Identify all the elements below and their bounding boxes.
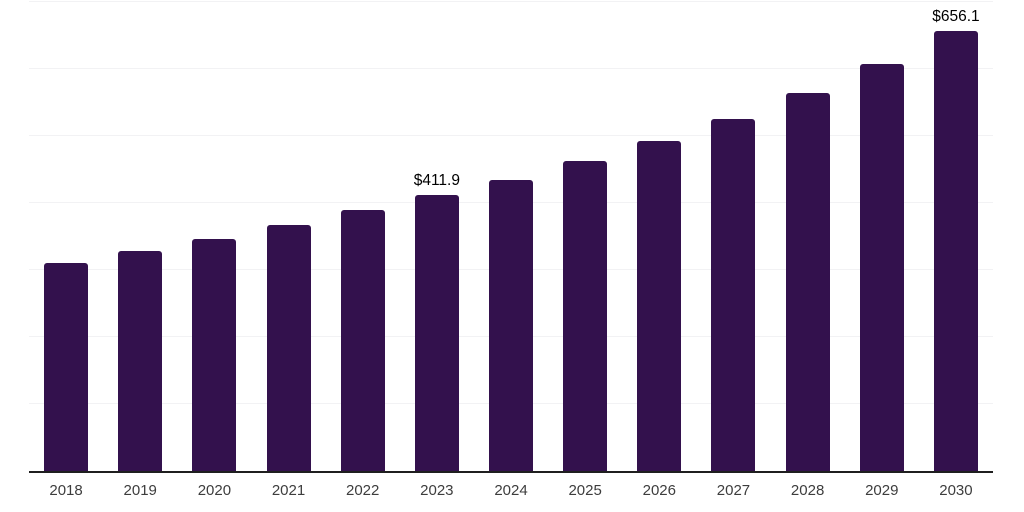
bar-2024 xyxy=(489,179,533,471)
bar-2029 xyxy=(859,64,904,471)
x-tick-label-2024: 2024 xyxy=(494,482,528,499)
gridline xyxy=(29,1,993,2)
gridline xyxy=(29,68,993,69)
x-tick-label-2019: 2019 xyxy=(123,482,157,499)
x-tick-label-2030: 2030 xyxy=(939,482,973,499)
bar-2025 xyxy=(563,161,608,471)
bar-2028 xyxy=(785,93,830,471)
bar-2022 xyxy=(340,210,385,471)
x-tick-label-2026: 2026 xyxy=(642,482,676,499)
x-tick-label-2027: 2027 xyxy=(716,482,751,499)
x-axis-line xyxy=(29,471,993,473)
plot-area: $411.9 $656.1 xyxy=(29,1,993,473)
x-tick-label-2022: 2022 xyxy=(346,482,380,499)
x-tick-label-2029: 2029 xyxy=(865,482,899,499)
x-tick-label-2023: 2023 xyxy=(420,482,454,499)
bar-2023 xyxy=(414,195,459,471)
bar-2019 xyxy=(118,250,163,471)
bar-2030 xyxy=(933,31,978,471)
bar-2026 xyxy=(637,141,682,471)
gridline xyxy=(29,135,993,136)
x-tick-label-2021: 2021 xyxy=(271,482,306,499)
bar-2020 xyxy=(192,238,237,471)
x-tick-label-2018: 2018 xyxy=(49,482,83,499)
bar-2021 xyxy=(266,225,311,471)
x-tick-label-2025: 2025 xyxy=(568,482,602,499)
x-tick-label-2020: 2020 xyxy=(197,482,232,499)
bar-2018 xyxy=(44,263,89,471)
bar-value-label-2030: $656.1 xyxy=(932,7,980,25)
bar-value-label-2023: $411.9 xyxy=(413,171,460,189)
x-tick-label-2028: 2028 xyxy=(790,482,825,499)
bar-2027 xyxy=(711,119,756,471)
